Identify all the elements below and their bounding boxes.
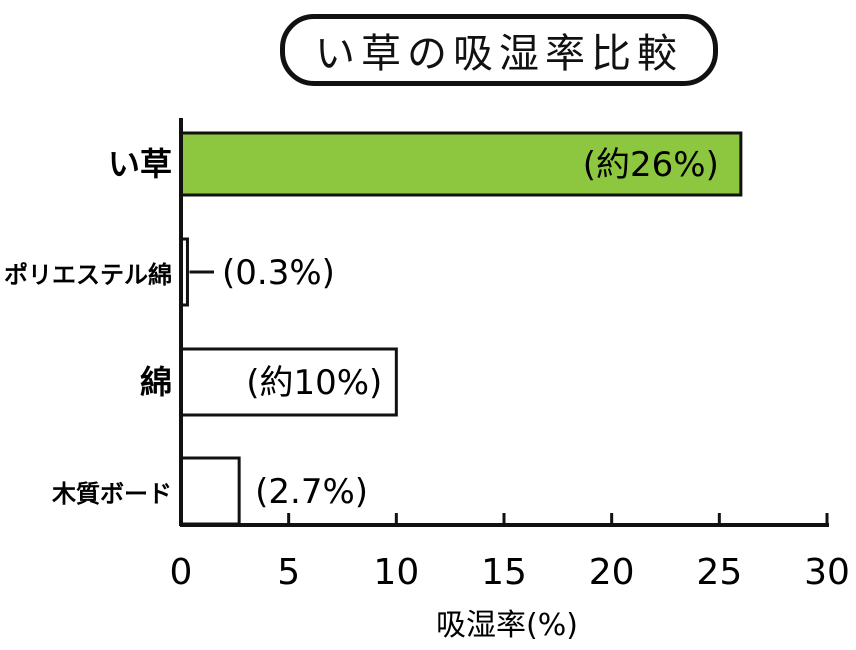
x-tick-label-0: 0: [170, 552, 193, 593]
x-tick-label-3: 15: [481, 552, 527, 593]
axes-group: 0 5 10 15 20 25 30: [170, 118, 850, 593]
x-axis-label: 吸湿率(%): [436, 608, 578, 643]
x-tick-label-6: 30: [804, 552, 850, 593]
chart-title-box: い草の吸湿率比較: [280, 14, 718, 86]
x-tick-label-5: 25: [696, 552, 742, 593]
bar-3: [179, 456, 241, 526]
chart-title: い草の吸湿率比較: [315, 31, 683, 77]
labels-group: い草 (約26%) ポリエステル綿 (0.3%) 綿 (約10%) 木質ボード (2.7%): [4, 145, 719, 512]
bars-group: [179, 131, 743, 526]
x-tick-label-1: 5: [277, 552, 300, 593]
x-tick-label-2: 10: [373, 552, 419, 593]
data-label-1: (0.3%): [222, 253, 335, 293]
data-label-2: (約10%): [246, 363, 382, 403]
bar-0: [179, 131, 743, 197]
category-label-3: 木質ボード: [51, 480, 172, 508]
category-label-0: い草: [108, 145, 172, 183]
x-tick-label-4: 20: [589, 552, 635, 593]
category-label-2: 綿: [140, 363, 172, 401]
data-label-0: (約26%): [583, 145, 719, 185]
data-label-3: (2.7%): [255, 472, 368, 512]
category-label-1: ポリエステル綿: [4, 261, 172, 289]
